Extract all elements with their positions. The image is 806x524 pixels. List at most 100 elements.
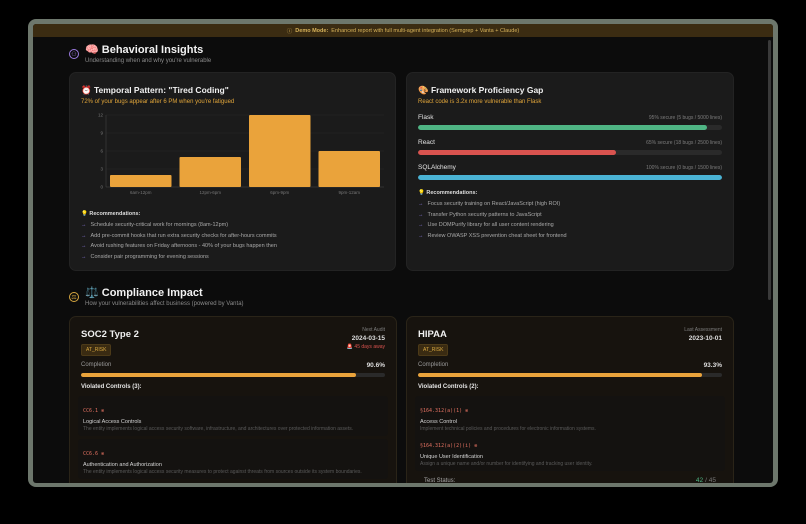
recommendation-text: Consider pair programming for evening se… xyxy=(90,253,209,260)
y-tick-label: 0 xyxy=(100,185,103,190)
control-name: Authentication and Authorization xyxy=(83,462,162,468)
arrow-icon: → xyxy=(81,232,87,239)
banner-text: Enhanced report with full multi-agent in… xyxy=(331,27,520,34)
info-circle-icon: ⓘ xyxy=(286,28,293,35)
framework-name: React xyxy=(418,139,435,146)
date-label: Last Assessment xyxy=(684,327,722,333)
x-tick-label: 9pm-12am xyxy=(338,190,360,195)
date-label: Next Audit xyxy=(362,327,385,333)
recommendations-list: → Schedule security-critical work for mor… xyxy=(81,222,277,264)
report-viewport: ⓘ Demo Mode: Enhanced report with full m… xyxy=(33,24,773,483)
section-subtitle: Understanding when and why you're vulner… xyxy=(85,58,212,64)
x-tick-label: 12pm-6pm xyxy=(199,190,221,195)
audit-countdown: 🚨 45 days away xyxy=(346,344,385,350)
recommendation-item: → Focus security training on React/JavaSc… xyxy=(418,201,567,207)
framework-progress-bar xyxy=(418,175,722,180)
scrollbar[interactable] xyxy=(768,40,771,300)
card-subtitle: React code is 3.2x more vulnerable than … xyxy=(418,99,542,105)
bug-time-chart: 0 3 6 9 12 6am-12pm 12pm-6pm 6pm-9pm 9pm-12am xyxy=(98,113,384,195)
control-name: Access Control xyxy=(420,419,457,425)
completion-bar xyxy=(418,373,722,377)
violated-controls-heading: Violated Controls (2): xyxy=(418,384,479,390)
recommendations-heading: 💡 Recommendations: xyxy=(418,190,478,196)
section-title: ⚖️ Compliance Impact xyxy=(85,287,203,299)
x-circle-icon: ⊗ xyxy=(462,408,469,414)
banner-label: Demo Mode: xyxy=(295,27,329,34)
recommendation-text: Focus security training on React/JavaScr… xyxy=(427,201,561,207)
framework-name: SQLAlchemy xyxy=(418,164,456,171)
test-status-value: 42/ 45 xyxy=(696,477,716,483)
control-id: CC6.1 xyxy=(83,408,99,414)
bar-6am-12pm xyxy=(110,175,172,187)
violated-control: CC6.6 ⊗ Authentication and Authorization T… xyxy=(78,439,388,479)
completion-label: Completion xyxy=(418,362,449,368)
violated-control: CC6.1 ⊗ Logical Access Controls The entity… xyxy=(78,396,388,436)
control-id-row: §164.312(a)(1) ⊗ xyxy=(420,399,720,417)
compliance-card-hipaa: HIPAA AT_RISK Last Assessment 2023-10-01 Com… xyxy=(406,316,734,483)
x-tick-label: 6pm-9pm xyxy=(270,190,289,195)
card-title: 🎨 Framework Proficiency Gap xyxy=(418,85,544,95)
arrow-icon: → xyxy=(418,211,424,218)
arrow-icon: → xyxy=(418,222,424,228)
control-id: CC6.6 xyxy=(83,451,99,457)
bar-9pm-12am xyxy=(318,151,380,187)
y-tick-label: 12 xyxy=(98,113,104,118)
recommendation-item: → Use DOMPurify library for all user cont… xyxy=(418,222,567,228)
framework-stat: 95% secure (5 bugs / 5000 lines) xyxy=(648,115,722,121)
completion-value: 90.6% xyxy=(366,362,385,369)
progress-fill xyxy=(81,373,357,377)
recommendation-text: Add pre-commit hooks that run extra secu… xyxy=(90,232,277,239)
framework-progress-bar xyxy=(418,150,722,155)
control-id: §164.312(a)(1) xyxy=(420,408,463,414)
control-description: Assign a unique name and/or number for i… xyxy=(420,461,593,467)
recommendation-item: → Add pre-commit hooks that run extra sec… xyxy=(81,233,277,239)
recommendations-list: → Focus security training on React/JavaSc… xyxy=(418,201,567,243)
arrow-icon: → xyxy=(418,232,424,239)
demo-banner: ⓘ Demo Mode: Enhanced report with full m… xyxy=(33,24,773,37)
completion-label: Completion xyxy=(81,362,112,368)
date-value: 2023-10-01 xyxy=(688,335,722,342)
arrow-icon: → xyxy=(418,201,424,207)
y-tick-label: 6 xyxy=(100,149,103,154)
recommendation-item: → Review OWASP XSS prevention cheat sheet… xyxy=(418,233,567,239)
framework-name: Flask xyxy=(418,114,434,121)
x-circle-icon: ⊗ xyxy=(471,443,478,449)
progress-fill xyxy=(418,125,707,130)
recommendation-text: Review OWASP XSS prevention cheat sheet … xyxy=(427,232,567,239)
control-description: Implement technical policies and procedu… xyxy=(420,426,596,432)
control-name: Unique User Identification xyxy=(420,454,483,460)
framework-stat: 65% secure (18 bugs / 2500 lines) xyxy=(646,140,722,146)
framework-title: SOC2 Type 2 xyxy=(81,329,139,340)
test-status-label: Test Status: xyxy=(424,478,456,483)
temporal-pattern-card: ⏰ Temporal Pattern: "Tired Coding" 72% o… xyxy=(69,72,396,271)
status-badge: AT_RISK xyxy=(418,344,449,356)
control-id: §164.312(a)(2)(i) xyxy=(420,443,472,449)
arrow-icon: → xyxy=(81,253,87,260)
framework-progress-bar xyxy=(418,125,722,130)
recommendation-text: Schedule security-critical work for morn… xyxy=(90,222,229,228)
progress-fill xyxy=(418,175,722,180)
brain-icon: ⚇ xyxy=(69,49,79,59)
section-title: 🧠 Behavioral Insights xyxy=(85,44,204,56)
card-subtitle: 72% of your bugs appear after 6 PM when … xyxy=(81,99,235,105)
violated-controls-heading: Violated Controls (3): xyxy=(81,384,142,390)
control-description: The entity implements logical access sec… xyxy=(83,469,362,475)
control-id-row: CC6.6 ⊗ xyxy=(83,442,383,460)
recommendation-text: Transfer Python security patterns to Jav… xyxy=(427,211,542,218)
scales-icon: ⚖ xyxy=(69,292,79,302)
completion-value: 93.3% xyxy=(703,362,722,369)
tests-total: / 45 xyxy=(705,477,716,483)
recommendation-item: → Consider pair programming for evening s… xyxy=(81,254,277,260)
recommendation-item: → Schedule security-critical work for mor… xyxy=(81,222,277,228)
control-id-row: CC6.1 ⊗ xyxy=(83,399,383,417)
y-tick-label: 3 xyxy=(100,167,103,172)
x-circle-icon: ⊗ xyxy=(98,451,105,457)
violated-control: §164.312(a)(1) ⊗ Access Control Implement … xyxy=(415,396,725,436)
recommendation-item: → Avoid rushing features on Friday aftern… xyxy=(81,243,277,249)
bar-6pm-9pm xyxy=(249,115,311,187)
violated-control: §164.312(a)(2)(i) ⊗ Unique User Identific… xyxy=(415,431,725,471)
arrow-icon: → xyxy=(81,222,87,228)
card-title: ⏰ Temporal Pattern: "Tired Coding" xyxy=(81,85,229,95)
date-value: 2024-03-15 xyxy=(351,335,385,342)
recommendations-heading: 💡 Recommendations: xyxy=(81,211,141,217)
